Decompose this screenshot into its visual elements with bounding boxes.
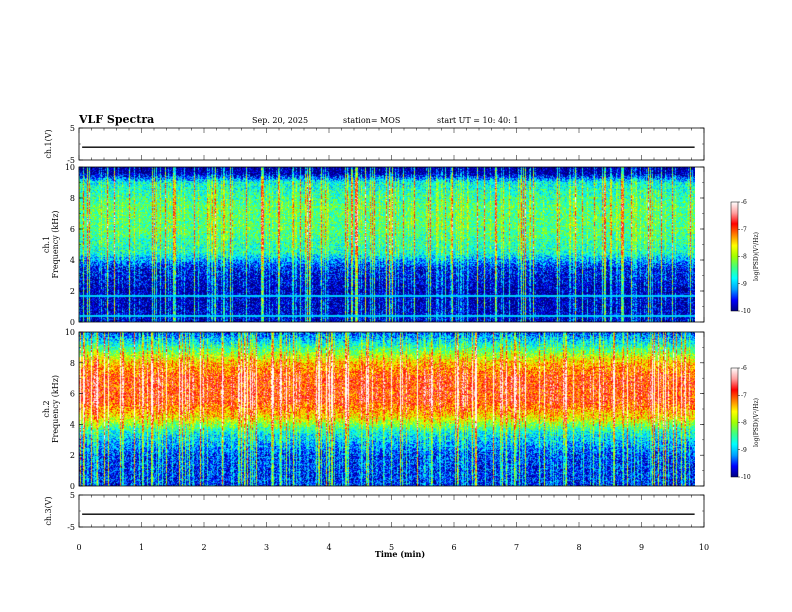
y-tick-label: -5 xyxy=(67,156,75,165)
spectrogram-image xyxy=(79,167,695,322)
x-tick-label: 9 xyxy=(639,543,644,552)
y-axis-label: ch.1 xyxy=(42,236,51,253)
y-tick-label: 2 xyxy=(70,287,75,296)
y-tick-label: 4 xyxy=(70,420,75,429)
colorbar-tick-label: -9 xyxy=(741,281,747,288)
y-tick-label: 6 xyxy=(70,390,75,399)
colorbar xyxy=(730,201,739,312)
colorbar-tick-label: -7 xyxy=(741,226,747,233)
y-tick-label: 6 xyxy=(70,225,75,234)
x-tick-label: 5 xyxy=(389,543,394,552)
x-tick-label: 8 xyxy=(576,543,581,552)
date-label: Sep. 20, 2025 xyxy=(252,116,308,125)
colorbar-label: log(PSD)(V²/Hz) xyxy=(753,232,760,281)
colorbar-tick-label: -10 xyxy=(741,308,751,315)
y-tick-label: 2 xyxy=(70,451,75,460)
y-tick-label: 10 xyxy=(65,163,75,172)
spectrogram-image xyxy=(79,332,695,486)
y-tick-label: 4 xyxy=(70,256,75,265)
y-axis-label: Frequency (kHz) xyxy=(51,375,60,443)
x-tick-label: 6 xyxy=(451,543,456,552)
y-tick-label: 8 xyxy=(70,359,75,368)
x-tick-label: 7 xyxy=(514,543,519,552)
x-tick-label: 3 xyxy=(264,543,269,552)
colorbar-tick-label: -8 xyxy=(741,420,747,427)
ch1-voltage-panel: 5 -5 ch.1(V) xyxy=(44,124,705,165)
y-axis-label: ch.1(V) xyxy=(44,129,53,158)
x-axis-label: Time (min) xyxy=(375,549,425,559)
chart-title: VLF Spectra xyxy=(78,113,154,126)
ch2-spectrogram-panel: -6 -7 -8 -9 -10 log(PSD)(V²/Hz) 0 2 4 6 8 10 ch.2 Fre… xyxy=(42,328,760,491)
x-tick-label: 10 xyxy=(699,543,709,552)
y-tick-label: 10 xyxy=(65,328,75,337)
y-axis-label: ch.3(V) xyxy=(44,496,53,525)
colorbar-tick-label: -7 xyxy=(741,392,747,399)
colorbar-tick-label: -6 xyxy=(741,199,747,206)
y-tick-label: 8 xyxy=(70,194,75,203)
colorbar-label: log(PSD)(V²/Hz) xyxy=(753,398,760,447)
colorbar-tick-label: -9 xyxy=(741,447,747,454)
y-tick-label: 5 xyxy=(70,491,75,500)
start-time-label: start UT = 10: 40: 1 xyxy=(437,116,518,125)
y-tick-label: 5 xyxy=(70,124,75,133)
x-tick-label: 2 xyxy=(201,543,206,552)
y-tick-label: -5 xyxy=(67,523,75,532)
colorbar-tick-label: -10 xyxy=(741,474,751,481)
colorbar xyxy=(730,367,739,478)
colorbar-tick-label: -8 xyxy=(741,254,747,261)
colorbar-tick-label: -6 xyxy=(741,365,747,372)
x-tick-label: 4 xyxy=(326,543,331,552)
y-tick-label: 0 xyxy=(70,318,75,327)
ch3-voltage-panel: 5 -5 ch.3(V) 0 1 2 3 4 5 6 7 8 9 10 xyxy=(44,491,709,552)
ch1-spectrogram-panel: -6 -7 -8 -9 -10 log(PSD)(V²/Hz) 0 2 4 6 8 10 ch.1 Fre… xyxy=(42,163,760,327)
y-axis-label: Frequency (kHz) xyxy=(51,210,60,278)
x-tick-label: 1 xyxy=(139,543,144,552)
x-tick-label: 0 xyxy=(76,543,81,552)
y-axis-label: ch.2 xyxy=(42,400,51,417)
y-tick-label: 0 xyxy=(70,482,75,491)
station-label: station= MOS xyxy=(343,116,400,125)
